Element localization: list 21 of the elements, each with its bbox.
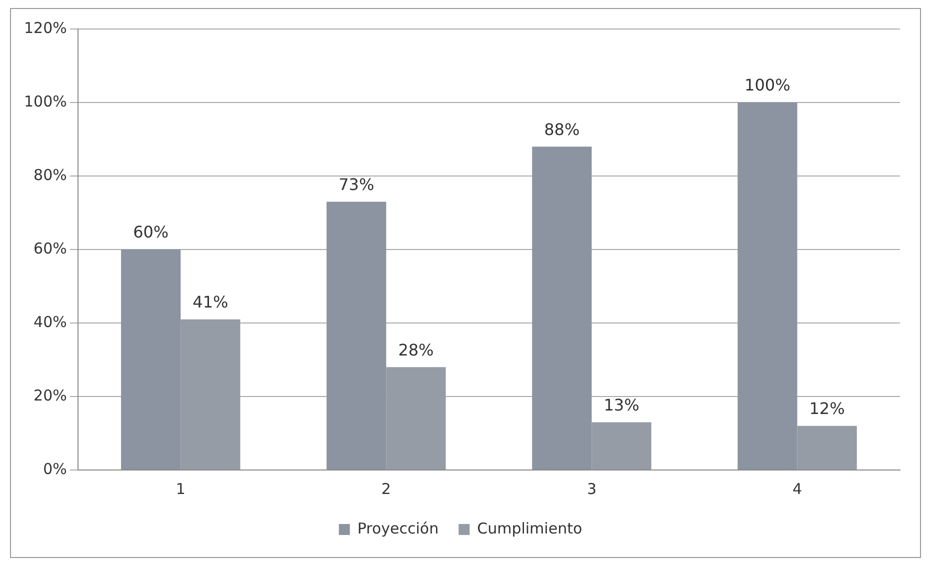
y-tick-label: 80% [34, 166, 67, 184]
x-tick-label: 2 [381, 480, 391, 498]
data-label: 28% [398, 340, 434, 360]
legend-label: Cumplimiento [477, 519, 582, 538]
y-tick-label: 0% [43, 460, 67, 478]
data-label: 41% [192, 292, 228, 312]
y-tick-label: 20% [34, 386, 67, 404]
data-label: 12% [809, 399, 845, 418]
data-label: 13% [604, 395, 640, 414]
y-tick-label: 40% [34, 312, 67, 331]
x-tick-label: 4 [792, 480, 802, 498]
data-label: 73% [338, 174, 374, 194]
y-tick-label: 100% [24, 92, 67, 110]
legend-label: Proyección [357, 519, 439, 538]
x-tick-label: 3 [586, 480, 596, 498]
y-tick-label: 120% [24, 18, 67, 37]
y-tick-label: 60% [34, 239, 67, 258]
data-label: 100% [744, 76, 790, 95]
data-label: 88% [544, 120, 580, 139]
x-tick-label: 1 [176, 480, 186, 498]
data-label: 60% [133, 222, 169, 242]
